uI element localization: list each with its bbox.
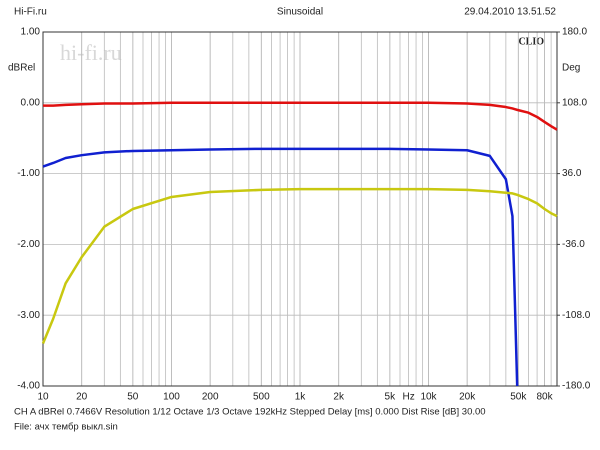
series-line	[42, 147, 519, 387]
x-tick-label: 50	[127, 392, 139, 403]
x-axis-label: Hz	[402, 392, 414, 403]
y-tick-label: -3.00	[17, 310, 40, 321]
x-tick-label: 500	[253, 392, 270, 403]
x-tick-label: 5k	[385, 392, 397, 403]
x-tick-label: 2k	[333, 392, 345, 403]
y2-tick-label: -180.0	[562, 381, 591, 392]
series-line	[41, 187, 558, 344]
y-tick-label: -1.00	[17, 168, 40, 179]
y-tick-label: 0.00	[21, 97, 41, 108]
y-tick-label: 1.00	[21, 27, 41, 38]
x-tick-label: 1k	[295, 392, 307, 403]
x-tick-label: 20	[76, 392, 88, 403]
x-tick-label: 200	[202, 392, 219, 403]
header-center: Sinusoidal	[277, 7, 323, 18]
y-axis-label: dBRel	[8, 63, 35, 74]
plot-frame	[42, 31, 558, 387]
footer-file: File: ачх тембр выкл.sin	[14, 422, 118, 433]
watermark: hi-fi.ru	[60, 40, 122, 65]
y2-tick-label: 36.0	[562, 168, 582, 179]
y-tick-label: -4.00	[17, 381, 40, 392]
header-right: 29.04.2010 13.51.52	[464, 7, 556, 18]
y2-tick-label: -108.0	[562, 310, 591, 321]
brand: CLIO	[518, 36, 544, 47]
x-tick-label: 80k	[536, 392, 553, 403]
footer-settings: CH A dBRel 0.7466V Resolution 1/12 Octav…	[14, 407, 486, 418]
header-left: Hi-Fi.ru	[14, 7, 47, 18]
x-tick-label: 10k	[420, 392, 437, 403]
series-line	[43, 101, 558, 131]
x-tick-label: 100	[163, 392, 180, 403]
x-tick-label: 10	[37, 392, 49, 403]
x-tick-label: 20k	[459, 392, 476, 403]
y-tick-label: -2.00	[17, 239, 40, 250]
y2-tick-label: -36.0	[562, 239, 585, 250]
y2-tick-label: 180.0	[562, 27, 587, 38]
y2-axis-label: Deg	[562, 63, 580, 74]
y2-tick-label: 108.0	[562, 97, 587, 108]
x-tick-label: 50k	[510, 392, 527, 403]
